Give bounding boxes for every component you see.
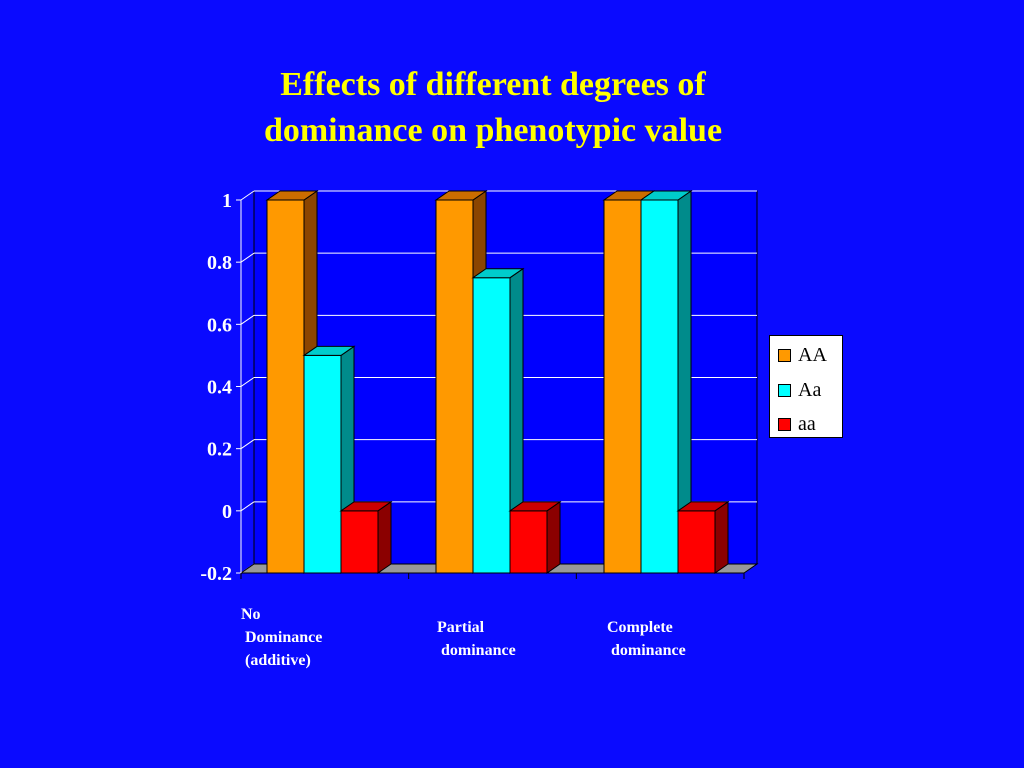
bar-aa-2-cat-1-front bbox=[509, 510, 548, 574]
y-tick-label-0: 1 bbox=[222, 190, 232, 212]
category-label-no-dominance: No Dominance (additive) bbox=[241, 606, 323, 669]
bar-aa-0-cat-0-front bbox=[266, 199, 305, 574]
bar-aa-0-cat-0-top bbox=[265, 190, 319, 201]
bar-aa-0-cat-1-top bbox=[434, 190, 488, 201]
legend-label-aa-homozygous-dominant: AA bbox=[798, 343, 827, 366]
legend-label-aa-heterozygous: Aa bbox=[798, 378, 822, 401]
bar-aa-0-cat-2-front bbox=[603, 199, 642, 574]
gridline-depth-5 bbox=[240, 501, 255, 512]
legend-label-aa-homozygous-recessive: aa bbox=[798, 412, 816, 435]
chart-title-line-2: dominance on phenotypic value bbox=[263, 112, 723, 149]
bar-aa-2-cat-1-top bbox=[508, 501, 562, 512]
gridline-depth-0 bbox=[240, 190, 255, 201]
category-label-complete-dominance: Complete dominance bbox=[607, 619, 686, 659]
bar-aa-1-cat-0-front bbox=[303, 354, 342, 574]
bar-aa-1-cat-0-top bbox=[302, 345, 356, 356]
legend-swatch-aa-heterozygous bbox=[778, 383, 791, 397]
gridline-depth-1 bbox=[240, 252, 255, 263]
bar-aa-0-cat-1-front bbox=[435, 199, 474, 574]
legend-swatch-aa-homozygous-recessive bbox=[778, 417, 791, 431]
gridline-depth-3 bbox=[240, 377, 255, 387]
y-tick-label-4: 0.2 bbox=[207, 439, 232, 461]
bar-aa-2-cat-0-front bbox=[340, 510, 379, 574]
category-label-partial-dominance: Partial dominance bbox=[437, 619, 516, 659]
chart-title: Effects of different degrees of dominanc… bbox=[140, 62, 846, 154]
y-tick-label-5: 0 bbox=[222, 501, 232, 523]
y-tick-label-1: 0.8 bbox=[207, 252, 232, 274]
bar-aa-1-cat-2-top bbox=[639, 190, 693, 201]
y-tick-label-3: 0.4 bbox=[207, 377, 232, 399]
y-tick-label-6: -0.2 bbox=[200, 563, 232, 585]
bar-aa-1-cat-2-front bbox=[640, 199, 679, 574]
y-tick-label-2: 0.6 bbox=[207, 314, 232, 336]
gridline-depth-2 bbox=[240, 314, 255, 325]
chart-legend: AA Aa aa bbox=[769, 335, 843, 438]
bar-aa-1-cat-1-top bbox=[471, 268, 525, 279]
legend-swatch-aa-homozygous-dominant bbox=[778, 348, 791, 362]
legend-item-aa-homozygous-dominant: AA bbox=[778, 343, 827, 367]
bar-aa-2-cat-2-front bbox=[677, 510, 716, 574]
bar-aa-2-cat-2-top bbox=[676, 501, 730, 512]
bar-aa-2-cat-0-top bbox=[339, 501, 393, 512]
gridline-depth-4 bbox=[240, 439, 255, 450]
bar-aa-2-cat-2-side bbox=[714, 500, 729, 574]
legend-item-aa-homozygous-recessive: aa bbox=[778, 412, 816, 436]
chart-title-line-1: Effects of different degrees of bbox=[280, 66, 706, 103]
bar-aa-2-cat-0-side bbox=[377, 500, 392, 574]
bar-aa-2-cat-1-side bbox=[546, 500, 561, 574]
legend-item-aa-heterozygous: Aa bbox=[778, 378, 821, 402]
bar-aa-1-cat-1-front bbox=[472, 277, 511, 574]
